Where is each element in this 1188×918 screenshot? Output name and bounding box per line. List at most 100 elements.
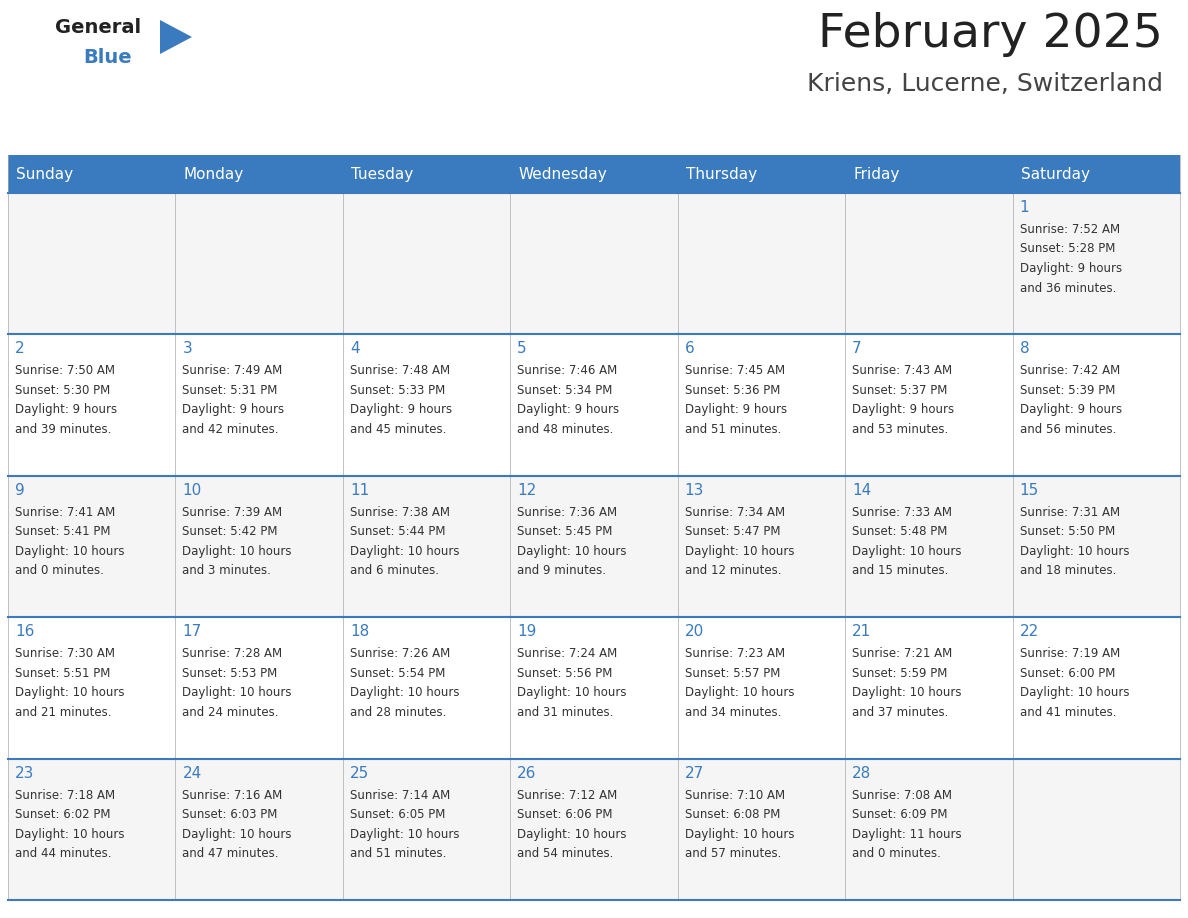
Bar <box>176 617 343 758</box>
Text: Sunrise: 7:19 AM: Sunrise: 7:19 AM <box>1019 647 1120 660</box>
Text: Daylight: 11 hours: Daylight: 11 hours <box>852 828 962 841</box>
Text: and 18 minutes.: and 18 minutes. <box>1019 565 1116 577</box>
Text: 5: 5 <box>517 341 527 356</box>
Text: Sunrise: 7:38 AM: Sunrise: 7:38 AM <box>349 506 450 519</box>
Text: 7: 7 <box>852 341 861 356</box>
Bar <box>176 193 343 334</box>
Text: 6: 6 <box>684 341 695 356</box>
Text: 13: 13 <box>684 483 704 498</box>
Text: and 6 minutes.: and 6 minutes. <box>349 565 438 577</box>
Bar <box>511 334 677 476</box>
Text: 28: 28 <box>852 766 871 780</box>
Text: and 45 minutes.: and 45 minutes. <box>349 423 447 436</box>
Text: Sunrise: 7:45 AM: Sunrise: 7:45 AM <box>684 364 785 377</box>
Bar <box>343 758 511 900</box>
Text: Sunrise: 7:33 AM: Sunrise: 7:33 AM <box>852 506 952 519</box>
Bar <box>1012 193 1180 334</box>
Text: Sunset: 6:03 PM: Sunset: 6:03 PM <box>183 808 278 821</box>
Text: and 36 minutes.: and 36 minutes. <box>1019 282 1116 295</box>
Bar <box>511 617 677 758</box>
Text: Daylight: 9 hours: Daylight: 9 hours <box>1019 262 1121 275</box>
Text: Sunset: 5:37 PM: Sunset: 5:37 PM <box>852 384 948 397</box>
Text: Sunset: 5:44 PM: Sunset: 5:44 PM <box>349 525 446 538</box>
Text: and 34 minutes.: and 34 minutes. <box>684 706 781 719</box>
Bar <box>845 476 1012 617</box>
Text: and 57 minutes.: and 57 minutes. <box>684 847 781 860</box>
Text: Daylight: 9 hours: Daylight: 9 hours <box>852 403 954 417</box>
Bar <box>8 334 176 476</box>
Text: Daylight: 10 hours: Daylight: 10 hours <box>349 686 460 700</box>
Text: and 31 minutes.: and 31 minutes. <box>517 706 614 719</box>
Text: 8: 8 <box>1019 341 1029 356</box>
Bar <box>343 476 511 617</box>
Text: Thursday: Thursday <box>685 166 757 182</box>
Text: Friday: Friday <box>853 166 899 182</box>
Bar <box>677 334 845 476</box>
Text: Kriens, Lucerne, Switzerland: Kriens, Lucerne, Switzerland <box>807 72 1163 96</box>
Text: 4: 4 <box>349 341 360 356</box>
Text: Daylight: 10 hours: Daylight: 10 hours <box>684 544 795 558</box>
Bar <box>343 155 511 193</box>
Bar <box>8 193 176 334</box>
Bar <box>845 155 1012 193</box>
Bar <box>677 193 845 334</box>
Text: and 51 minutes.: and 51 minutes. <box>349 847 447 860</box>
Text: Sunset: 5:50 PM: Sunset: 5:50 PM <box>1019 525 1114 538</box>
Text: and 56 minutes.: and 56 minutes. <box>1019 423 1116 436</box>
Text: Daylight: 10 hours: Daylight: 10 hours <box>684 828 795 841</box>
Text: Sunset: 5:53 PM: Sunset: 5:53 PM <box>183 666 278 679</box>
Bar <box>343 334 511 476</box>
Bar <box>176 758 343 900</box>
Text: Sunrise: 7:48 AM: Sunrise: 7:48 AM <box>349 364 450 377</box>
Text: Daylight: 9 hours: Daylight: 9 hours <box>517 403 619 417</box>
Text: Sunset: 6:00 PM: Sunset: 6:00 PM <box>1019 666 1116 679</box>
Text: Sunset: 5:33 PM: Sunset: 5:33 PM <box>349 384 446 397</box>
Text: Daylight: 10 hours: Daylight: 10 hours <box>15 686 125 700</box>
Text: 10: 10 <box>183 483 202 498</box>
Text: Daylight: 10 hours: Daylight: 10 hours <box>852 544 961 558</box>
Text: and 54 minutes.: and 54 minutes. <box>517 847 614 860</box>
Text: Sunrise: 7:52 AM: Sunrise: 7:52 AM <box>1019 223 1120 236</box>
Text: Sunrise: 7:30 AM: Sunrise: 7:30 AM <box>15 647 115 660</box>
Text: Daylight: 10 hours: Daylight: 10 hours <box>517 544 627 558</box>
Bar <box>176 476 343 617</box>
Text: 12: 12 <box>517 483 537 498</box>
Text: Sunrise: 7:21 AM: Sunrise: 7:21 AM <box>852 647 953 660</box>
Text: and 39 minutes.: and 39 minutes. <box>15 423 112 436</box>
Text: Sunrise: 7:14 AM: Sunrise: 7:14 AM <box>349 789 450 801</box>
Text: 2: 2 <box>15 341 25 356</box>
Text: and 47 minutes.: and 47 minutes. <box>183 847 279 860</box>
Text: Sunrise: 7:34 AM: Sunrise: 7:34 AM <box>684 506 785 519</box>
Text: Daylight: 10 hours: Daylight: 10 hours <box>15 544 125 558</box>
Text: and 53 minutes.: and 53 minutes. <box>852 423 948 436</box>
Text: Monday: Monday <box>183 166 244 182</box>
Text: and 15 minutes.: and 15 minutes. <box>852 565 948 577</box>
Text: Sunset: 5:34 PM: Sunset: 5:34 PM <box>517 384 613 397</box>
Text: Daylight: 10 hours: Daylight: 10 hours <box>15 828 125 841</box>
Polygon shape <box>160 20 192 54</box>
Text: Blue: Blue <box>83 48 132 67</box>
Text: 9: 9 <box>15 483 25 498</box>
Text: and 48 minutes.: and 48 minutes. <box>517 423 614 436</box>
Text: Sunrise: 7:24 AM: Sunrise: 7:24 AM <box>517 647 618 660</box>
Text: General: General <box>55 18 141 37</box>
Bar <box>8 758 176 900</box>
Bar <box>511 476 677 617</box>
Bar <box>511 758 677 900</box>
Bar <box>8 476 176 617</box>
Bar <box>1012 758 1180 900</box>
Text: 20: 20 <box>684 624 704 639</box>
Text: Daylight: 10 hours: Daylight: 10 hours <box>183 828 292 841</box>
Text: Sunday: Sunday <box>15 166 74 182</box>
Text: 25: 25 <box>349 766 369 780</box>
Text: Sunrise: 7:42 AM: Sunrise: 7:42 AM <box>1019 364 1120 377</box>
Text: Sunrise: 7:50 AM: Sunrise: 7:50 AM <box>15 364 115 377</box>
Text: and 41 minutes.: and 41 minutes. <box>1019 706 1116 719</box>
Bar <box>1012 617 1180 758</box>
Text: Sunset: 6:09 PM: Sunset: 6:09 PM <box>852 808 948 821</box>
Text: Daylight: 10 hours: Daylight: 10 hours <box>183 686 292 700</box>
Text: Daylight: 10 hours: Daylight: 10 hours <box>684 686 795 700</box>
Bar <box>677 617 845 758</box>
Text: Sunset: 6:06 PM: Sunset: 6:06 PM <box>517 808 613 821</box>
Text: Wednesday: Wednesday <box>518 166 607 182</box>
